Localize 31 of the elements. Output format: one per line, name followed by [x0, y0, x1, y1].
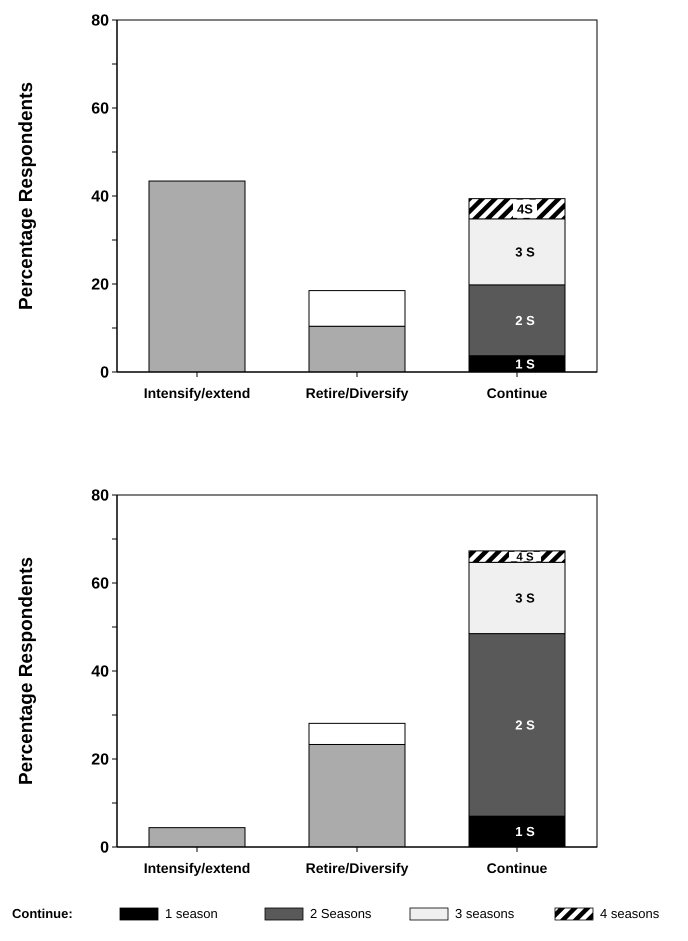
y-axis-title: Percentage Respondents: [16, 82, 37, 310]
annotation: 2 S: [515, 312, 536, 328]
annotation: 4 S: [516, 552, 534, 564]
x-tick-label: Retire/Diversify: [306, 385, 409, 401]
y-tick-label: 0: [100, 840, 110, 857]
legend-label: 4 seasons: [600, 906, 660, 921]
y-tick-label: 80: [91, 488, 110, 505]
y-tick-label: 60: [91, 100, 110, 118]
x-tick-label: Continue: [486, 860, 548, 876]
annotation: 4S: [517, 201, 534, 216]
annotation: 2 S: [515, 717, 536, 732]
x-tick-label: Intensify/extend: [144, 385, 250, 401]
annotation: 3 S: [515, 244, 536, 260]
y-tick-label: 40: [91, 664, 110, 681]
legend-title: Continue:: [12, 906, 73, 921]
annotation: 1 S: [515, 824, 536, 840]
y-tick-label: 0: [100, 364, 110, 382]
y-tick-label: 20: [91, 276, 110, 294]
legend-label: 1 season: [165, 906, 218, 921]
x-tick-label: Retire/Diversify: [306, 860, 409, 876]
legend-label: 2 Seasons: [310, 906, 372, 921]
annotation: 1 S: [515, 356, 536, 372]
y-tick-label: 20: [91, 752, 110, 769]
y-tick-label: 80: [91, 12, 110, 30]
x-tick-label: Intensify/extend: [144, 860, 250, 876]
annotation: 3 S: [515, 590, 536, 606]
x-tick-label: Continue: [486, 385, 548, 401]
y-tick-label: 60: [91, 576, 110, 593]
y-axis-title: Percentage Respondents: [16, 556, 37, 786]
y-tick-label: 40: [91, 188, 110, 206]
legend-label: 3 seasons: [455, 906, 515, 921]
